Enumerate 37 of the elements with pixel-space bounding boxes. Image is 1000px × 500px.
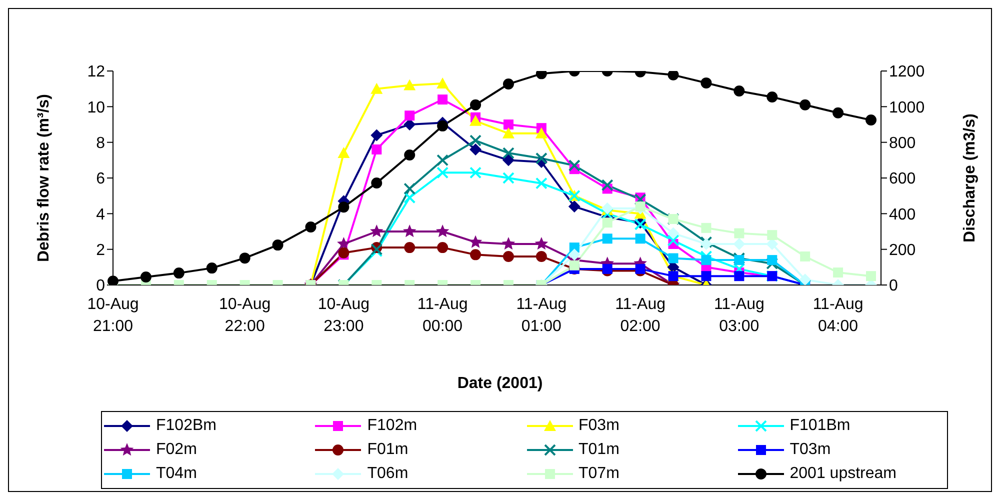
x-tick-label: 11-Aug 03:00 <box>714 296 764 335</box>
x-axis-title: Date (2001) <box>456 375 544 393</box>
legend-label: F03m <box>578 417 620 435</box>
y-tick-label: 2 <box>96 242 106 260</box>
legend-label: F102Bm <box>156 417 216 435</box>
y2-tick-label: 600 <box>889 170 916 188</box>
legend-label: T06m <box>367 465 408 483</box>
y-tick-label: 12 <box>87 64 106 81</box>
y-tick-label: 10 <box>87 99 106 116</box>
legend-label: F102m <box>367 417 418 435</box>
x-tick-label: 11-Aug 04:00 <box>812 296 864 335</box>
x-tick-label: 10-Aug 22:00 <box>219 296 271 335</box>
legend-label: T04m <box>156 465 197 483</box>
y2-tick-label: 1000 <box>889 99 925 116</box>
legend-label: T03m <box>790 441 831 459</box>
y2-axis-title: Discharge (m3/s) <box>962 114 979 242</box>
y2-tick-label: 1200 <box>889 64 925 81</box>
y2-tick-label: 200 <box>889 242 916 260</box>
x-tick-label: 11-Aug 01:00 <box>516 296 567 335</box>
x-tick-label: 10-Aug 21:00 <box>87 296 139 335</box>
legend-label: F101Bm <box>790 417 850 435</box>
legend-label: T01m <box>578 441 620 459</box>
y2-tick-label: 800 <box>889 135 916 152</box>
legend-label: T07m <box>578 465 620 483</box>
x-tick-label: 10-Aug 23:00 <box>318 296 370 335</box>
legend-label: 2001 upstream <box>790 465 896 483</box>
y-tick-label: 4 <box>96 206 106 224</box>
y2-tick-label: 400 <box>889 206 916 224</box>
x-tick-label: 11-Aug 00:00 <box>417 296 468 335</box>
legend-label: F01m <box>367 441 408 459</box>
y-tick-label: 6 <box>96 170 106 188</box>
x-tick-label: 11-Aug 02:00 <box>615 296 666 335</box>
legend-label: F02m <box>156 441 197 459</box>
y-tick-label: 0 <box>96 278 106 295</box>
y-axis-title: Debris flow rate (m³/s) <box>36 94 53 262</box>
y-tick-label: 8 <box>96 135 106 152</box>
y2-tick-label: 0 <box>889 278 898 295</box>
